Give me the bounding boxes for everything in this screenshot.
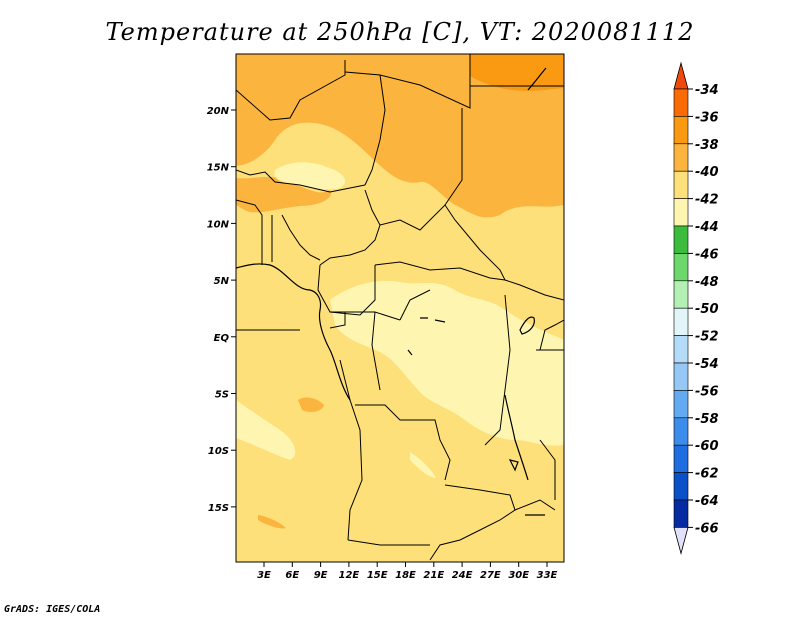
colorbar-swatch [673, 143, 689, 172]
colorbar-swatch [673, 417, 689, 446]
colorbar-label: -38 [695, 138, 719, 153]
lon-tick-label: 6E [285, 570, 299, 581]
colorbar-label: -66 [695, 521, 719, 536]
lat-tick-label: 5S [215, 390, 229, 401]
lon-tick-label: 18E [395, 570, 416, 581]
lat-tick-label: 15S [208, 503, 229, 514]
lon-tick-label: 21E [423, 570, 444, 581]
contour-fill-north [236, 54, 564, 218]
colorbar-label: -56 [695, 384, 719, 399]
contour-fill-west [236, 176, 331, 213]
colorbar-label: -48 [695, 275, 719, 290]
lat-tick-label: 15N [207, 163, 230, 174]
contour-fill-northeast [470, 54, 564, 91]
contour-fill-angola-patch [410, 452, 436, 478]
lat-tick-label: 5N [214, 276, 230, 287]
colorbar-label: -52 [695, 330, 719, 345]
colorbar-label: -36 [695, 110, 719, 125]
colorbar-swatch [673, 116, 689, 145]
lon-tick-label: 27E [480, 570, 501, 581]
lon-tick-label: 15E [367, 570, 388, 581]
latitude-axis: 20N 15N 10N 5N EQ 5S 10S 15S [207, 106, 236, 514]
colorbar-label: -64 [695, 494, 719, 509]
lon-tick-label: 24E [452, 570, 473, 581]
colorbar-swatch [673, 390, 689, 419]
contour-fill-coast [236, 400, 296, 460]
lat-tick-label: 20N [207, 106, 230, 117]
colorbar-overflow-triangle [673, 61, 689, 90]
colorbar-swatch [673, 280, 689, 309]
colorbar-label: -58 [695, 412, 719, 427]
colorbar-label: -50 [695, 302, 719, 317]
lat-tick-label: 10S [208, 446, 229, 457]
lat-tick-label: EQ [214, 333, 230, 344]
longitude-axis: 3E 6E 9E 12E 15E 18E 21E 24E 27E 30E 33E [257, 562, 558, 581]
colorbar-label: -44 [695, 220, 719, 235]
lon-tick-label: 33E [537, 570, 558, 581]
colorbar-swatch [673, 253, 689, 282]
contour-fill-south-patch [258, 515, 286, 529]
colorbar-label: -42 [695, 193, 719, 208]
colorbar-swatch [673, 88, 689, 117]
lon-tick-label: 3E [257, 570, 271, 581]
colorbar-label: -34 [695, 83, 719, 98]
chart-title: Temperature at 250hPa [C], VT: 202008111… [105, 18, 695, 46]
contour-fill-sw-patch [298, 397, 324, 413]
colorbar-swatch [673, 444, 689, 473]
lat-tick-label: 10N [207, 219, 230, 230]
contour-fill-ne-patch [274, 162, 346, 190]
colorbar-swatch [673, 198, 689, 227]
colorbar-swatch [673, 472, 689, 501]
colorbar-swatch [673, 335, 689, 364]
colorbar-swatch [673, 225, 689, 254]
colorbar-underflow-triangle [673, 527, 689, 555]
colorbar-swatch [673, 307, 689, 336]
country-borders [236, 54, 564, 561]
map-frame [235, 53, 565, 563]
colorbar-label: -40 [695, 165, 719, 180]
temperature-field [236, 54, 564, 562]
contour-fill-central [330, 280, 564, 446]
colorbar-swatch [673, 499, 689, 528]
coastlines [236, 67, 547, 516]
colorbar-label: -60 [695, 439, 719, 454]
credit-label: GrADS: IGES/COLA [4, 604, 101, 615]
colorbar: -34 -36 -38 -40 -42 -44 -46 -48 -50 -52 -54 -56 -58 -… [673, 61, 719, 555]
colorbar-label: -46 [695, 247, 719, 262]
colorbar-label: -54 [695, 357, 719, 372]
colorbar-swatch [673, 362, 689, 391]
lon-tick-label: 9E [314, 570, 328, 581]
lon-tick-label: 12E [339, 570, 360, 581]
colorbar-label: -62 [695, 467, 719, 482]
lon-tick-label: 30E [508, 570, 529, 581]
colorbar-swatch [673, 170, 689, 199]
